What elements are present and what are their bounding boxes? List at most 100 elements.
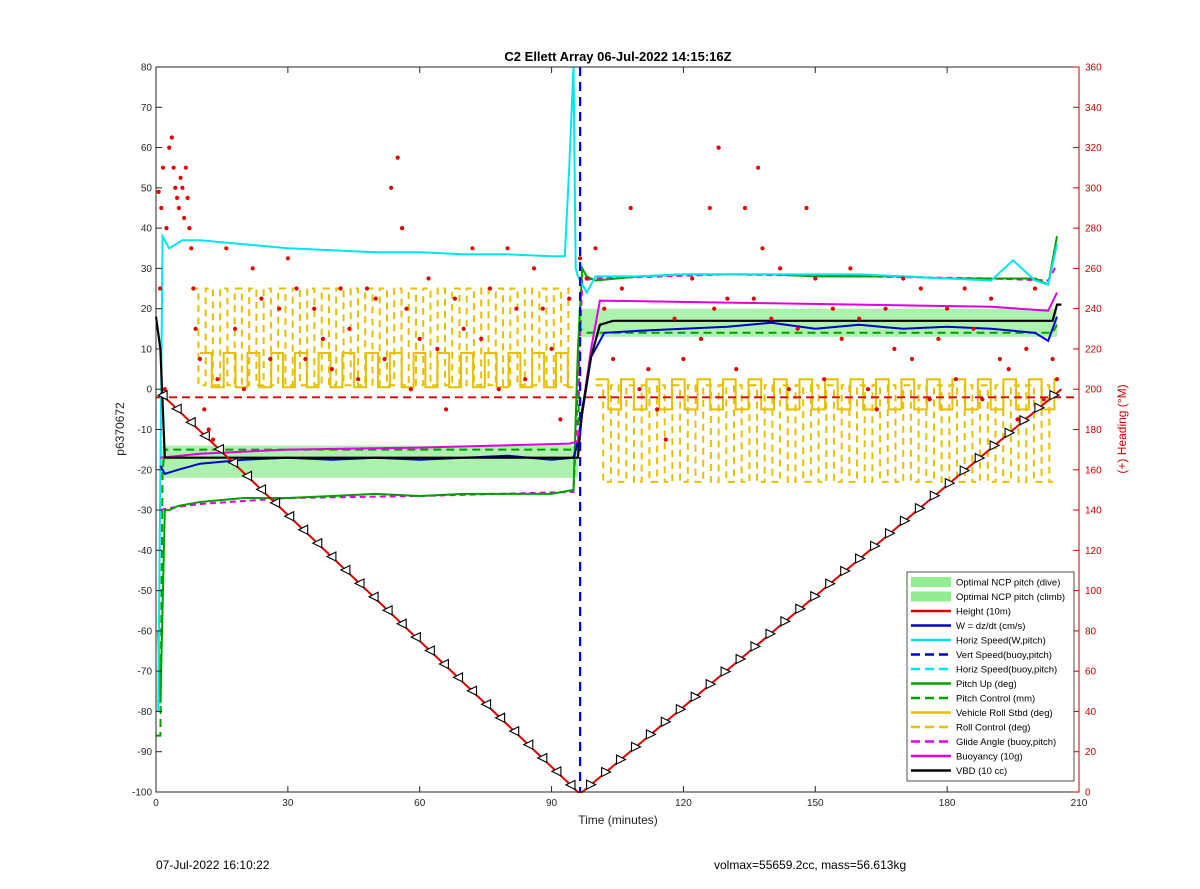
x-tick-label: 0 (153, 798, 159, 809)
heading-point (285, 256, 290, 261)
height-marker (720, 666, 732, 677)
heading-point (1050, 356, 1055, 362)
height-marker (283, 510, 295, 522)
y-tick-label: 50 (141, 183, 153, 194)
height-marker (645, 729, 657, 740)
height-marker (1004, 427, 1016, 439)
y-tick-label: -80 (138, 707, 153, 718)
legend-label: Optimal NCP pitch (dive) (956, 578, 1060, 589)
heading-point (164, 226, 169, 231)
heading-point (487, 286, 493, 291)
x-tick-label: 150 (807, 798, 824, 809)
heading-point (989, 296, 994, 301)
heading-point (435, 346, 440, 351)
heading-point (1024, 346, 1029, 351)
heading-point (839, 336, 844, 341)
heading-point (1006, 367, 1011, 372)
series-vehicle-roll (595, 378, 1057, 411)
heading-point (320, 336, 326, 341)
x-tick-label: 210 (1071, 798, 1088, 809)
heading-point (452, 296, 457, 301)
heading-point (786, 387, 792, 392)
y-tick-label: -70 (138, 667, 153, 678)
heading-point (193, 326, 198, 331)
heading-point (523, 377, 528, 382)
chart-title: C2 Ellett Array 06-Jul-2022 14:15:16Z (504, 49, 731, 64)
height-marker (564, 779, 576, 791)
heading-point (971, 326, 976, 331)
height-marker (550, 766, 562, 777)
series-horiz-speed (157, 66, 1058, 712)
heading-point (698, 336, 704, 341)
heading-point (962, 286, 967, 291)
y-tick-label: 60 (141, 143, 153, 154)
heading-point (175, 195, 180, 200)
heading-point (549, 346, 554, 351)
height-marker (974, 452, 986, 464)
heading-point (183, 165, 188, 170)
y2-tick-label: 360 (1085, 63, 1102, 74)
height-marker (914, 502, 926, 514)
heading-point (628, 205, 633, 211)
heading-point (461, 326, 466, 331)
heading-point (373, 296, 378, 301)
y2-tick-label: 60 (1085, 667, 1097, 678)
x-tick-label: 30 (282, 798, 294, 809)
height-marker (601, 766, 612, 778)
ncp-bands (160, 308, 1058, 478)
heading-point (241, 387, 246, 392)
heading-point (997, 356, 1003, 362)
heading-point (389, 185, 394, 190)
heading-point (185, 195, 190, 200)
heading-point (646, 367, 651, 372)
heading-point (178, 175, 183, 180)
heading-point (795, 326, 800, 331)
y-tick-label: -100 (132, 788, 152, 799)
height-marker (367, 591, 379, 603)
height-marker (438, 658, 449, 670)
heading-point (157, 286, 163, 291)
height-marker (227, 457, 238, 468)
heading-point (593, 246, 598, 251)
y-tick-label: 20 (141, 304, 153, 315)
height-marker (536, 752, 548, 764)
height-marker (213, 443, 224, 455)
height-marker (840, 565, 851, 577)
heading-point (672, 316, 677, 321)
height-marker (466, 685, 478, 697)
y2-tick-label: 0 (1085, 788, 1091, 799)
series-roll-control (595, 384, 1057, 483)
y-tick-label: -20 (138, 465, 153, 476)
heading-point (927, 397, 932, 402)
heading-point (742, 205, 748, 211)
height-marker (494, 712, 506, 724)
heading-point (202, 407, 207, 412)
y2-tick-label: 300 (1085, 183, 1102, 194)
heading-point (162, 387, 167, 392)
heading-point (173, 185, 178, 190)
y2-tick-label: 180 (1085, 425, 1102, 436)
y2-tick-label: 220 (1085, 344, 1102, 355)
y2-tick-label: 260 (1085, 264, 1102, 275)
heading-point (197, 356, 203, 362)
axes: 0 30 60 90 120 150 180 210-100-90-80-70-60-50-4… (132, 63, 1102, 810)
heading-point (918, 286, 923, 291)
heading-point (395, 155, 400, 160)
height-marker (795, 603, 807, 615)
heading-point (892, 346, 897, 351)
y-tick-label: 10 (141, 344, 153, 355)
heading-point (760, 246, 765, 251)
legend-label: VBD (10 cc) (956, 766, 1007, 777)
heading-point (294, 286, 299, 291)
legend-box (906, 571, 1075, 782)
heading-point (1054, 377, 1060, 382)
height-marker (586, 779, 597, 790)
y2-tick-label: 120 (1085, 546, 1102, 557)
legend-label: Optimal NCP pitch (climb) (956, 592, 1065, 603)
heading-point (874, 407, 879, 412)
series-roll-control (191, 287, 574, 387)
y2-axis-label: (+) Heading (°M) (1115, 384, 1129, 473)
height-marker (1049, 389, 1061, 401)
legend-label: Pitch Control (mm) (956, 694, 1035, 705)
heading-point (404, 306, 409, 311)
